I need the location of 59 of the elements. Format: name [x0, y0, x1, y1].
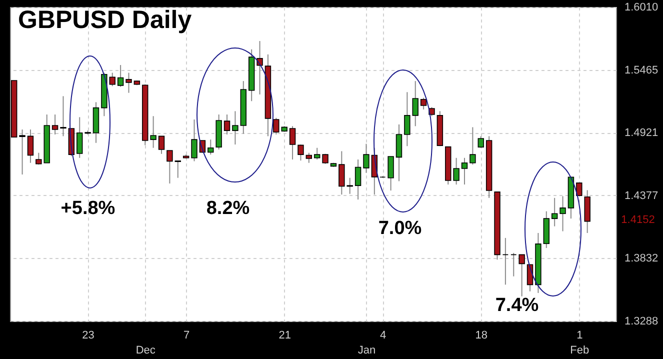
candlestick — [404, 92, 410, 147]
candlestick — [453, 157, 460, 186]
x-tick-label: 21 — [278, 330, 291, 342]
candlestick — [109, 72, 116, 87]
candlestick — [117, 64, 124, 88]
candlestick — [314, 147, 320, 160]
candlestick — [306, 152, 312, 164]
y-tick-label: 1.4377 — [624, 190, 658, 202]
candlestick — [232, 110, 238, 146]
candlestick — [396, 124, 402, 182]
x-tick-label: Jan — [358, 344, 376, 356]
candlestick — [461, 157, 468, 186]
candlestick — [560, 196, 566, 232]
candlestick — [470, 126, 476, 166]
candlestick — [166, 150, 173, 184]
x-tick-label: 18 — [475, 330, 488, 342]
chart-title: GBPUSD Daily — [18, 6, 192, 34]
x-tick-label: 7 — [184, 330, 190, 342]
y-tick-label: 1.4921 — [624, 127, 658, 140]
candlestick — [256, 40, 263, 95]
y-tick-label: 1.6010 — [624, 2, 658, 14]
x-tick-label: Dec — [136, 344, 156, 356]
candlestick — [27, 129, 34, 164]
candlestick — [224, 114, 230, 135]
candlestick — [380, 176, 386, 178]
candlestick — [518, 254, 525, 297]
candlestick — [174, 160, 181, 178]
candlestick — [191, 118, 198, 162]
candlestick — [208, 139, 214, 156]
candlestick — [576, 182, 582, 197]
candlestick — [60, 96, 66, 137]
candlestick — [363, 143, 370, 174]
annotation: 8.2% — [206, 198, 250, 219]
candlestick — [420, 97, 427, 110]
candlestick — [412, 80, 418, 127]
candlestick — [150, 116, 156, 148]
candlestick — [478, 136, 484, 148]
y-tick-label: 1.3288 — [624, 316, 658, 328]
candlestick — [19, 129, 26, 175]
candlestick — [551, 197, 558, 227]
candlestick — [388, 156, 394, 192]
x-tick-label: 23 — [82, 330, 94, 342]
annotation: 7.0% — [378, 218, 422, 239]
annotation: 7.4% — [495, 295, 539, 316]
x-tick-label: 1 Feb — [570, 330, 590, 356]
candlestick — [52, 114, 58, 135]
candlestick — [510, 252, 517, 277]
candlestick — [298, 144, 304, 162]
y-tick-label: 1.5465 — [624, 64, 658, 76]
annotation: +5.8% — [60, 198, 116, 219]
candlestick — [158, 136, 165, 154]
candlestick — [126, 72, 132, 94]
text: 1.4152 — [621, 214, 655, 226]
candlestick — [76, 116, 83, 158]
y-tick-label: 1.3832 — [624, 252, 658, 265]
candlestick — [502, 237, 509, 286]
x-tick-label: 4 — [380, 330, 386, 342]
candlestick — [289, 126, 296, 160]
candlestick — [354, 159, 362, 200]
